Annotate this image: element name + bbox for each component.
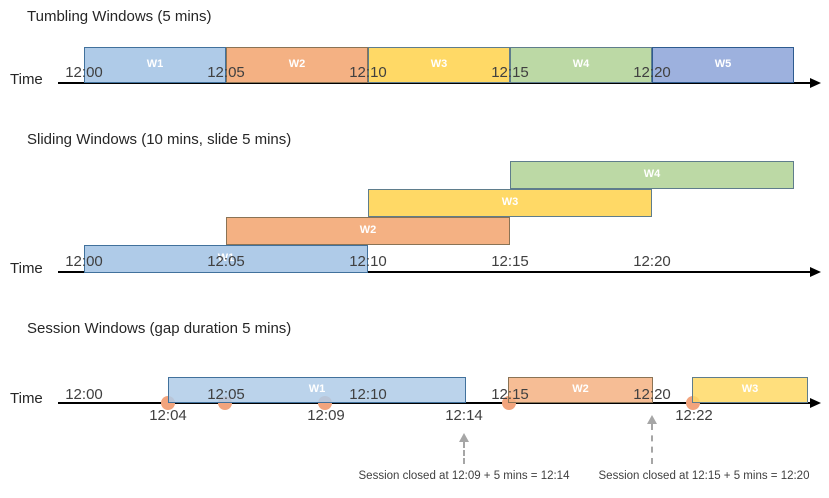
tumbling-tick-1205: 12:05 bbox=[207, 64, 245, 81]
sliding-title: Sliding Windows (10 mins, slide 5 mins) bbox=[27, 131, 292, 148]
sliding-time-axis bbox=[58, 271, 812, 273]
session-window-w3: W3 bbox=[692, 377, 808, 403]
annotation-arrowhead-icon bbox=[647, 415, 657, 424]
session-tick-1200: 12:00 bbox=[65, 386, 103, 403]
sliding-time-axis-label: Time bbox=[10, 260, 43, 277]
sliding-tick-1215: 12:15 bbox=[491, 253, 529, 270]
tumbling-window-w4: W4 bbox=[510, 47, 652, 83]
sliding-window-w1: W1 bbox=[84, 245, 368, 273]
annotation-arrow-line bbox=[651, 424, 653, 464]
session-window-w2: W2 bbox=[508, 377, 653, 403]
session-title: Session Windows (gap duration 5 mins) bbox=[27, 320, 292, 337]
session-close-annotation-2: Session closed at 12:15 + 5 mins = 12:20 bbox=[598, 470, 810, 482]
sliding-axis-arrowhead-icon bbox=[810, 267, 821, 277]
window-label: W1 bbox=[308, 383, 326, 395]
session-window-w1: W1 bbox=[168, 377, 466, 403]
session-time-axis bbox=[58, 402, 812, 404]
tumbling-tick-1215: 12:15 bbox=[491, 64, 529, 81]
window-label: W3 bbox=[501, 196, 519, 208]
window-label: W2 bbox=[572, 383, 589, 395]
sliding-tick-1200: 12:00 bbox=[65, 253, 103, 270]
window-label: W1 bbox=[217, 252, 235, 264]
tumbling-window-w1: W1 bbox=[84, 47, 226, 83]
close-time-1214: 12:14 bbox=[445, 407, 483, 424]
tumbling-time-axis-label: Time bbox=[10, 71, 43, 88]
event-time-1204: 12:04 bbox=[149, 407, 187, 424]
session-tick-1210: 12:10 bbox=[349, 386, 387, 403]
event-time-1209: 12:09 bbox=[307, 407, 345, 424]
session-tick-1220: 12:20 bbox=[633, 386, 671, 403]
tumbling-tick-1210: 12:10 bbox=[349, 64, 387, 81]
session-tick-1215: 12:15 bbox=[491, 386, 529, 403]
sliding-tick-1205: 12:05 bbox=[207, 253, 245, 270]
annotation-arrow-line bbox=[463, 442, 465, 464]
tumbling-tick-1220: 12:20 bbox=[633, 64, 671, 81]
annotation-arrowhead-icon bbox=[459, 433, 469, 442]
window-label: W1 bbox=[146, 58, 164, 70]
window-label: W3 bbox=[741, 383, 759, 395]
window-label: W5 bbox=[714, 58, 732, 70]
window-label: W2 bbox=[359, 224, 377, 236]
session-close-annotation-1: Session closed at 12:09 + 5 mins = 12:14 bbox=[358, 470, 570, 482]
session-tick-1205: 12:05 bbox=[207, 386, 245, 403]
tumbling-axis-arrowhead-icon bbox=[810, 78, 821, 88]
tumbling-title: Tumbling Windows (5 mins) bbox=[27, 8, 212, 25]
window-label: W4 bbox=[572, 58, 590, 70]
window-label: W4 bbox=[643, 168, 661, 180]
window-label: W3 bbox=[430, 58, 448, 70]
sliding-window-w4: W4 bbox=[510, 161, 794, 189]
tumbling-time-axis bbox=[58, 82, 812, 84]
tumbling-window-w5: W5 bbox=[652, 47, 794, 83]
session-time-axis-label: Time bbox=[10, 390, 43, 407]
session-axis-arrowhead-icon bbox=[810, 398, 821, 408]
sliding-tick-1210: 12:10 bbox=[349, 253, 387, 270]
tumbling-window-w3: W3 bbox=[368, 47, 510, 83]
event-time-1222: 12:22 bbox=[675, 407, 713, 424]
window-label: W2 bbox=[288, 58, 306, 70]
sliding-window-w3: W3 bbox=[368, 189, 652, 217]
sliding-window-w2: W2 bbox=[226, 217, 510, 245]
tumbling-tick-1200: 12:00 bbox=[65, 64, 103, 81]
tumbling-window-w2: W2 bbox=[226, 47, 368, 83]
sliding-tick-1220: 12:20 bbox=[633, 253, 671, 270]
